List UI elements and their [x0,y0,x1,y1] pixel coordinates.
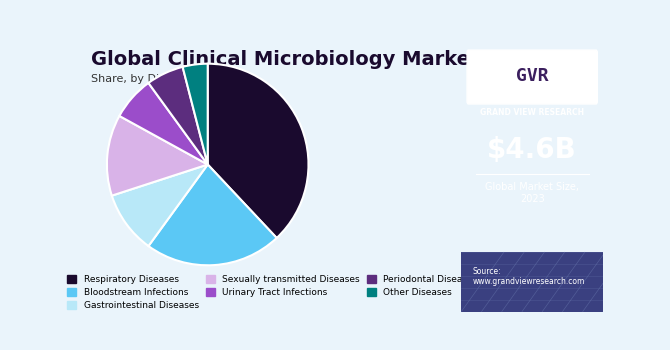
Legend: Respiratory Diseases, Bloodstream Infections, Gastrointestinal Diseases, Sexuall: Respiratory Diseases, Bloodstream Infect… [68,275,478,310]
Wedge shape [208,64,308,238]
Text: Source:
www.grandviewresearch.com: Source: www.grandviewresearch.com [473,267,585,286]
Text: Share, by Disease, 2023 (%): Share, by Disease, 2023 (%) [91,74,250,84]
Wedge shape [149,164,277,265]
Text: GRAND VIEW RESEARCH: GRAND VIEW RESEARCH [480,108,584,117]
Text: GVR: GVR [516,67,549,85]
Wedge shape [112,164,208,246]
Bar [462,252,603,312]
FancyBboxPatch shape [467,50,598,104]
Wedge shape [107,116,208,196]
Wedge shape [119,83,208,164]
Text: Global Market Size,
2023: Global Market Size, 2023 [485,182,579,204]
Text: $4.6B: $4.6B [487,136,577,164]
Wedge shape [149,67,208,164]
Wedge shape [183,64,208,164]
Text: Global Clinical Microbiology Market: Global Clinical Microbiology Market [91,50,480,69]
